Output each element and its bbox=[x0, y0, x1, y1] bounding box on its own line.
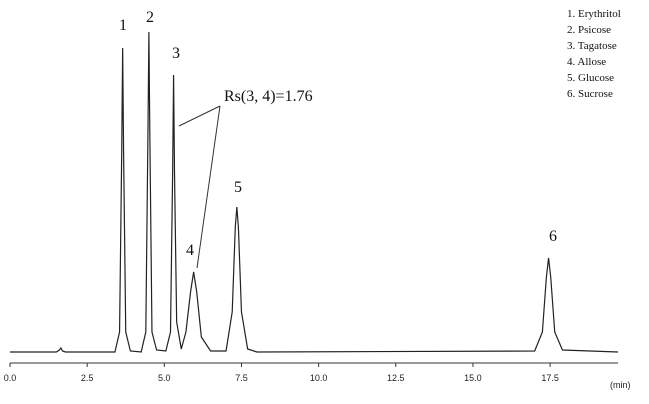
peak-label: 4 bbox=[186, 242, 194, 259]
x-tick-label: 2.5 bbox=[81, 373, 94, 383]
x-tick-label: 15.0 bbox=[464, 373, 482, 383]
peak-label: 3 bbox=[172, 45, 180, 62]
peak-label: 1 bbox=[119, 17, 127, 34]
legend-entry: 3. Tagatose bbox=[567, 40, 617, 52]
resolution-label: Rs(3, 4)=1.76 bbox=[224, 88, 313, 105]
legend-entry: 6. Sucrose bbox=[567, 88, 613, 100]
chromatogram-trace bbox=[10, 31, 619, 353]
annotation-leader bbox=[196, 105, 221, 269]
x-tick-label: 5.0 bbox=[158, 373, 171, 383]
peak-label: 6 bbox=[549, 228, 557, 245]
legend-entry: 4. Allose bbox=[567, 56, 606, 68]
legend-entry: 5. Glucose bbox=[567, 72, 614, 84]
x-tick-label: 0.0 bbox=[4, 373, 17, 383]
peak-label: 2 bbox=[146, 9, 154, 26]
x-tick-label: 17.5 bbox=[541, 373, 559, 383]
annotation-leader bbox=[178, 105, 221, 127]
peak-label: 5 bbox=[234, 179, 242, 196]
legend-entry: 1. Erythritol bbox=[567, 8, 621, 20]
x-tick-label: 12.5 bbox=[387, 373, 405, 383]
x-tick-label: 7.5 bbox=[235, 373, 248, 383]
legend-entry: 2. Psicose bbox=[567, 24, 611, 36]
x-tick-label: 10.0 bbox=[310, 373, 328, 383]
x-axis-label: (min) bbox=[610, 380, 631, 390]
